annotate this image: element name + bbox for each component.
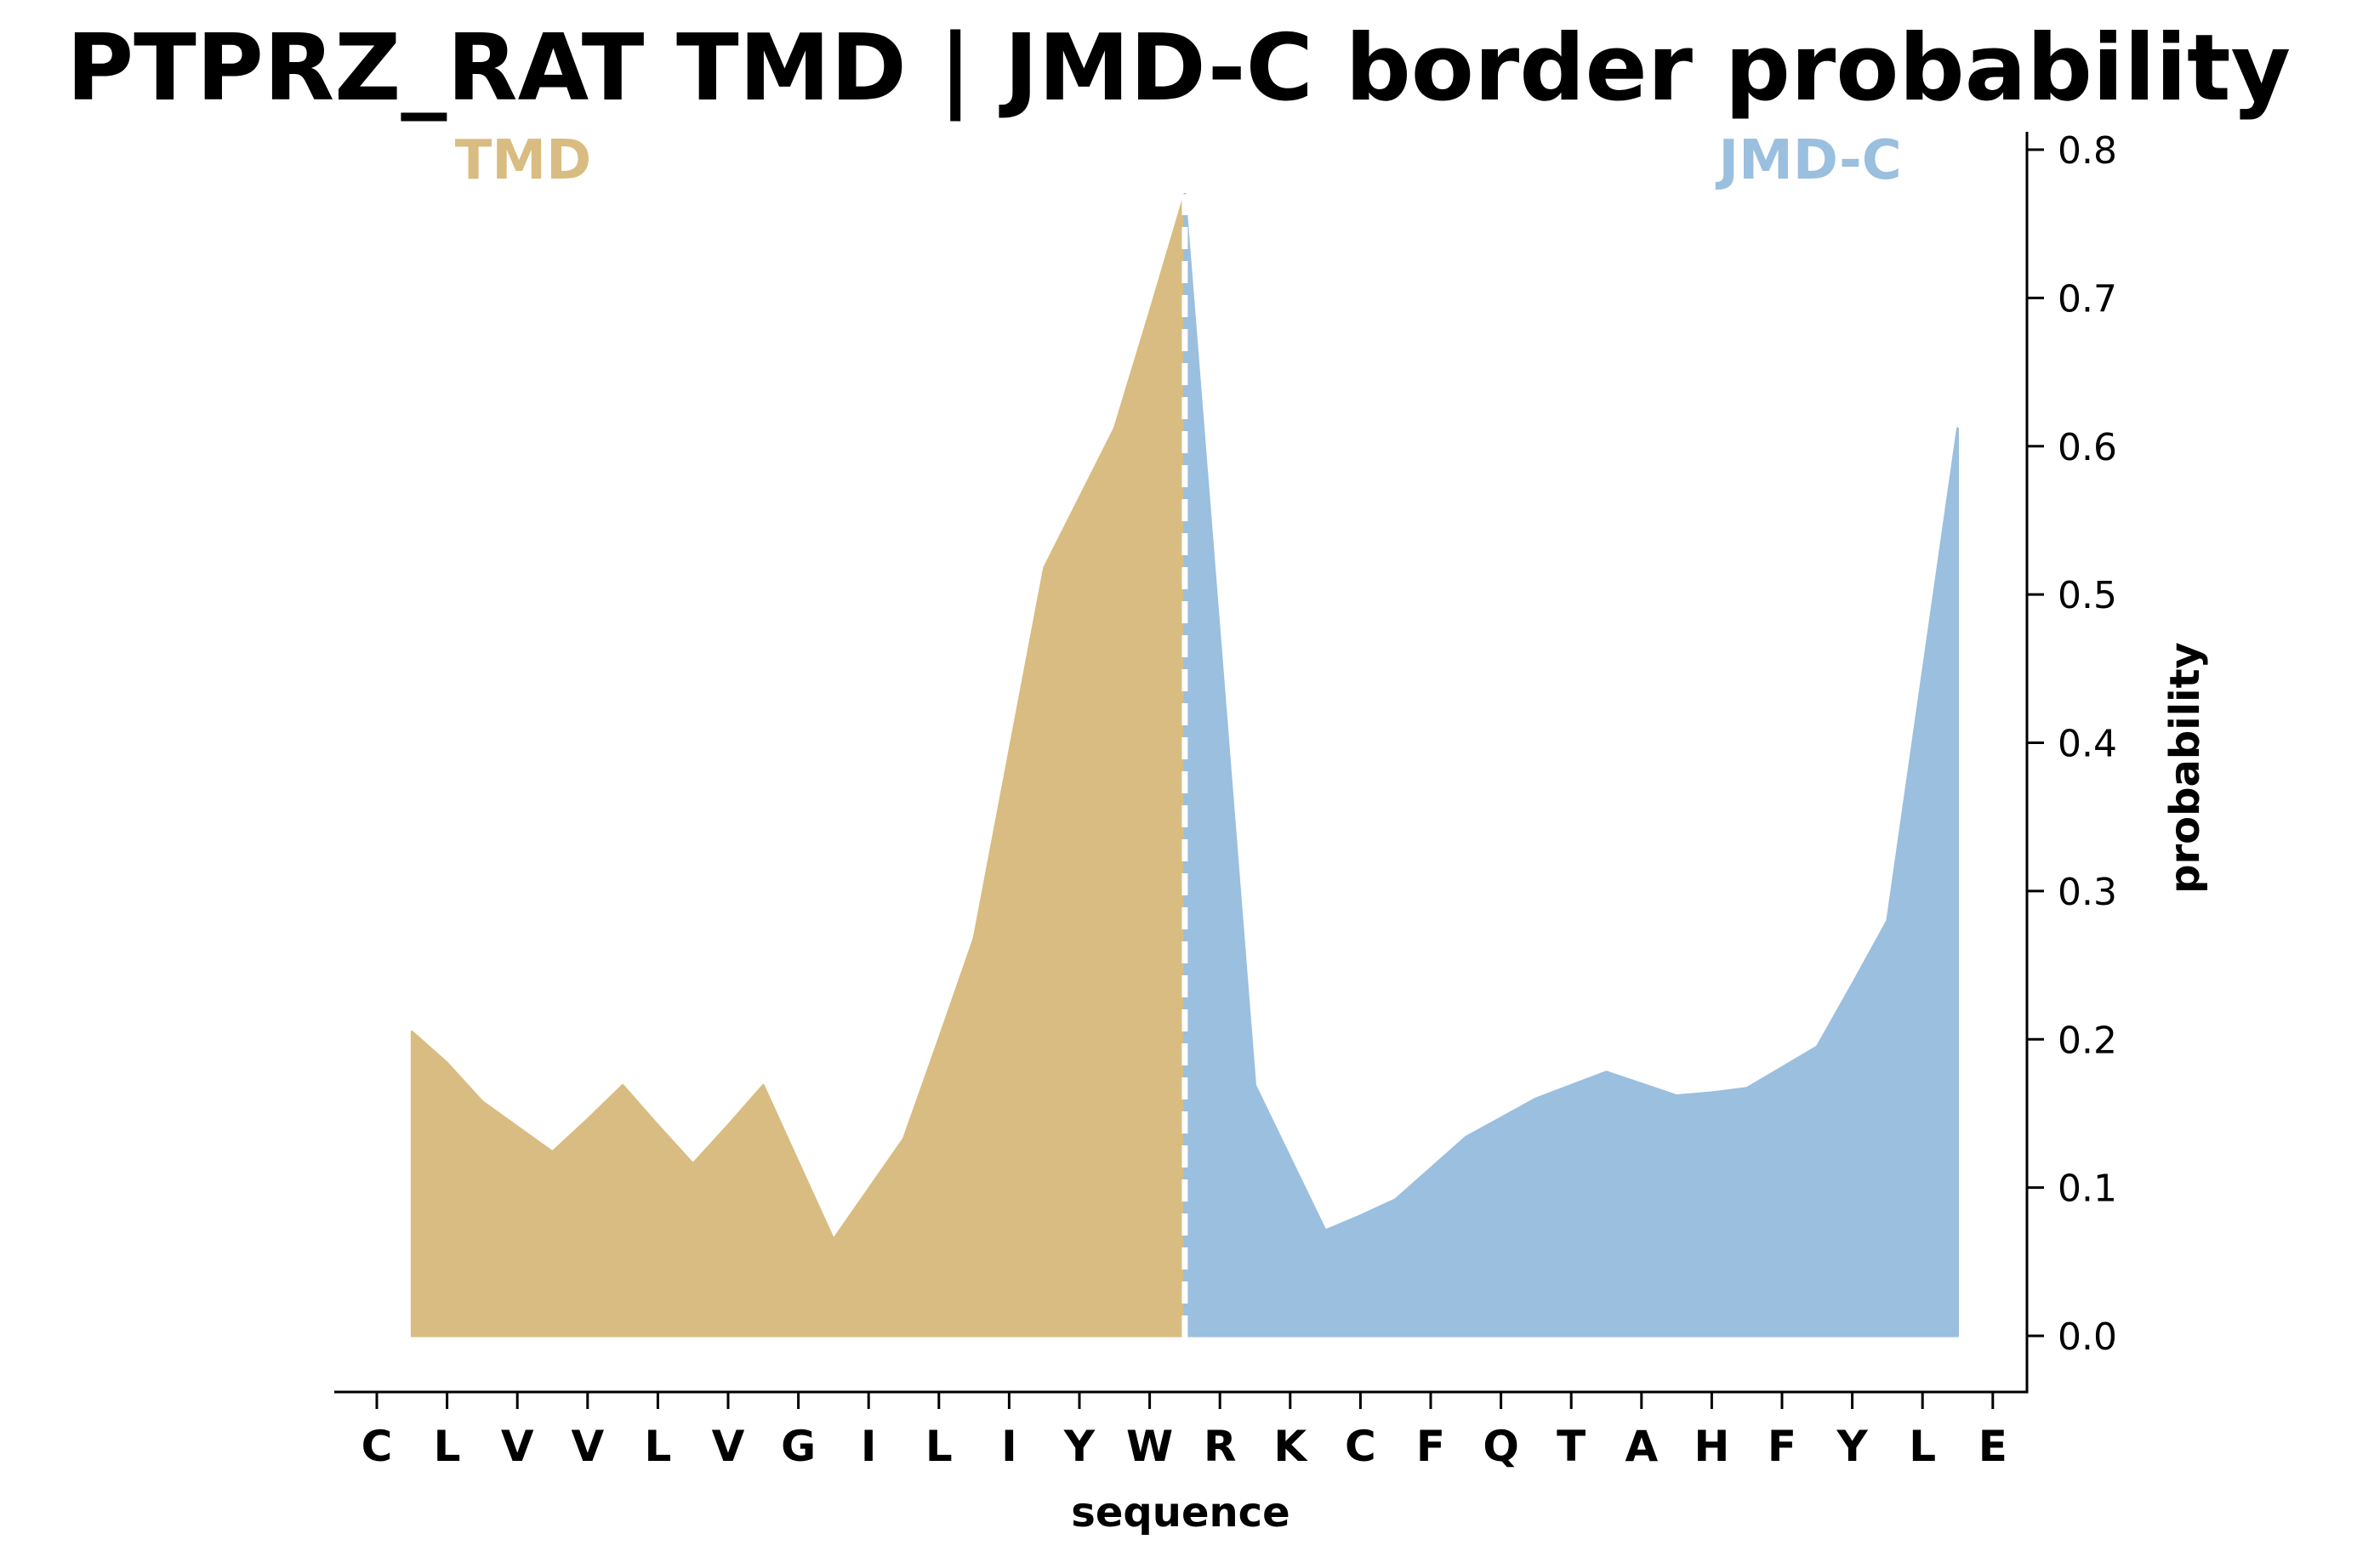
y-tick-label: 0.6	[2058, 426, 2117, 469]
x-tick-label: H	[1694, 1422, 1729, 1471]
x-tick-label: I	[1001, 1422, 1017, 1471]
axes-group: C L V V L V G I L I Y W R K C F Q T A H F Y L E0.00.10.20.30.40…	[334, 129, 2117, 1471]
x-axis-label: sequence	[1071, 1489, 1290, 1537]
x-tick-label: A	[1625, 1422, 1658, 1471]
chart-title: PTPRZ_RAT TMD | JMD-C border probability	[65, 15, 2292, 122]
y-tick-label: 0.0	[2058, 1315, 2117, 1359]
area-series-group	[410, 192, 1959, 1338]
x-tick-label: R	[1204, 1422, 1237, 1471]
y-tick-label: 0.7	[2058, 277, 2117, 321]
x-tick-label: F	[1768, 1422, 1796, 1471]
y-tick-label: 0.2	[2058, 1019, 2117, 1062]
x-tick-label: C	[362, 1422, 393, 1471]
y-tick-label: 0.5	[2058, 574, 2117, 617]
x-tick-label: V	[501, 1422, 534, 1471]
x-tick-label: E	[1978, 1422, 2007, 1471]
x-tick-label: L	[434, 1422, 461, 1471]
y-axis-label: probability	[2161, 642, 2209, 894]
x-tick-label: C	[1345, 1422, 1376, 1471]
y-tick-label: 0.1	[2058, 1167, 2117, 1211]
x-tick-label: Y	[1836, 1422, 1868, 1471]
x-tick-label: V	[712, 1422, 745, 1471]
x-tick-label: Q	[1483, 1422, 1519, 1471]
x-tick-label: T	[1557, 1422, 1586, 1471]
x-tick-label: Y	[1063, 1422, 1096, 1471]
y-tick-label: 0.4	[2058, 723, 2117, 766]
x-tick-label: L	[925, 1422, 953, 1471]
jmd-c-region-label: JMD-C	[1715, 129, 1901, 192]
y-tick-label: 0.8	[2058, 129, 2117, 173]
x-tick-label: V	[571, 1422, 604, 1471]
x-tick-label: K	[1273, 1422, 1308, 1471]
tmd-region-label: TMD	[455, 129, 591, 192]
y-tick-label: 0.3	[2058, 871, 2117, 914]
x-tick-label: L	[1909, 1422, 1936, 1471]
x-tick-label: F	[1416, 1422, 1445, 1471]
area-tmd	[410, 192, 1187, 1338]
x-tick-label: G	[781, 1422, 816, 1471]
x-tick-label: L	[644, 1422, 671, 1471]
x-tick-label: W	[1126, 1422, 1173, 1471]
area-jmd-c	[1183, 192, 1959, 1338]
x-tick-label: I	[861, 1422, 877, 1471]
